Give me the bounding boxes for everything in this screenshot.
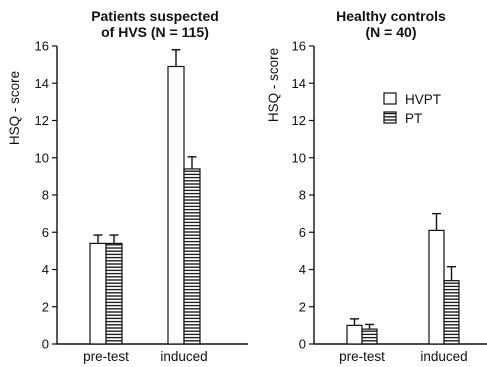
right-bar-hvpt-pretest bbox=[346, 324, 363, 345]
right-y-tick-label: 4 bbox=[299, 262, 306, 277]
right-x-category-label: pre-test bbox=[339, 349, 385, 364]
right-x-category-label: induced bbox=[420, 349, 467, 364]
left-y-tick-label: 2 bbox=[42, 299, 49, 314]
left-y-tick-label: 6 bbox=[42, 225, 49, 240]
left-bar-pt-pretest bbox=[105, 242, 123, 345]
left-chart-plot: 0 2 4 6 8 10 12 14 16 pre-test induced bbox=[35, 39, 248, 364]
left-y-tick-label: 4 bbox=[42, 262, 49, 277]
right-y-tick-label: 10 bbox=[292, 150, 306, 165]
legend-label-pt: PT bbox=[405, 111, 422, 126]
right-y-tick-label: 2 bbox=[299, 299, 306, 314]
left-bar-hvpt-induced bbox=[167, 65, 185, 345]
left-x-category-label: pre-test bbox=[83, 349, 129, 364]
left-y-tick-label: 0 bbox=[42, 337, 49, 352]
left-x-category-label: induced bbox=[160, 349, 207, 364]
left-y-tick-label: 16 bbox=[35, 39, 49, 54]
left-bar-hvpt-pretest bbox=[89, 242, 107, 345]
left-chart-panel: Patients suspected of HVS (N = 115) HSQ … bbox=[7, 8, 248, 364]
left-y-tick-label: 10 bbox=[35, 150, 49, 165]
right-bar-pt-induced bbox=[443, 280, 460, 345]
right-y-tick-label: 16 bbox=[292, 39, 306, 54]
right-chart-panel: Healthy controls (N = 40) HSQ - score 0 2… bbox=[266, 8, 487, 364]
legend: HVPT PT bbox=[383, 92, 441, 126]
right-y-tick-label: 14 bbox=[292, 76, 306, 91]
left-y-tick-label: 8 bbox=[42, 188, 49, 203]
right-bar-pt-pretest bbox=[361, 328, 378, 345]
right-y-tick-label: 12 bbox=[292, 113, 306, 128]
right-bar-hvpt-induced bbox=[428, 229, 445, 345]
right-y-tick-label: 8 bbox=[299, 188, 306, 203]
legend-swatch-hvpt bbox=[383, 92, 397, 105]
left-chart-title-line1: Patients suspected bbox=[91, 8, 219, 24]
left-y-tick-label: 12 bbox=[35, 113, 49, 128]
right-y-tick-label: 0 bbox=[299, 337, 306, 352]
right-y-tick-label: 6 bbox=[299, 225, 306, 240]
right-chart-title-line1: Healthy controls bbox=[336, 8, 446, 24]
legend-label-hvpt: HVPT bbox=[405, 92, 441, 107]
legend-swatch-pt bbox=[383, 111, 397, 124]
left-bar-pt-induced bbox=[183, 168, 201, 345]
left-y-tick-label: 14 bbox=[35, 76, 49, 91]
left-y-axis-label: HSQ - score bbox=[7, 71, 22, 145]
right-chart-plot: 0 2 4 6 8 10 12 14 16 pre-test induced bbox=[292, 39, 487, 364]
right-chart-title-line2: (N = 40) bbox=[366, 24, 417, 40]
right-y-axis-label: HSQ - score bbox=[266, 48, 281, 122]
left-chart-title-line2: of HVS (N = 115) bbox=[101, 24, 209, 40]
